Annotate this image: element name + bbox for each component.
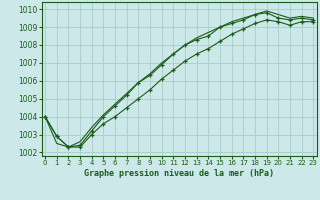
X-axis label: Graphe pression niveau de la mer (hPa): Graphe pression niveau de la mer (hPa) bbox=[84, 169, 274, 178]
